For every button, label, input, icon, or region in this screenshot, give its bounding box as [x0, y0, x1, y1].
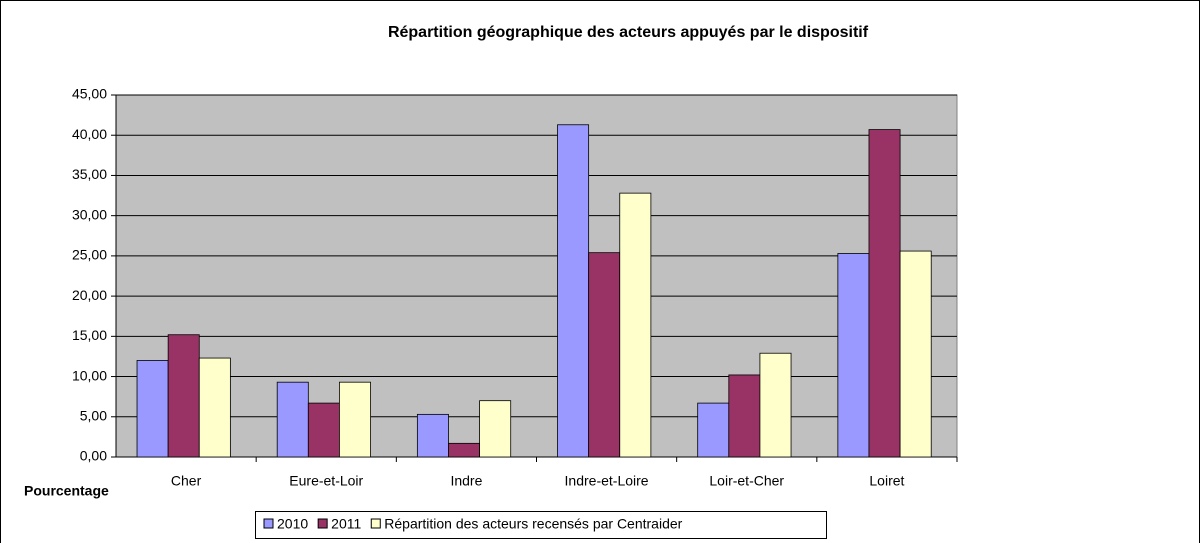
x-tick-label: Indre: [450, 473, 482, 489]
x-tick-label: Loiret: [869, 473, 904, 489]
bar: [307, 402, 340, 458]
y-tick-label: 25,00: [72, 247, 107, 263]
bar: [136, 360, 169, 458]
bar: [557, 124, 590, 458]
y-tick-label: 10,00: [72, 367, 107, 383]
x-tick-label: Loir-et-Cher: [709, 473, 784, 489]
bar: [198, 357, 231, 458]
bar: [868, 129, 901, 458]
bar: [619, 192, 652, 458]
y-tick-label: 5,00: [80, 407, 107, 423]
bar: [167, 334, 200, 458]
y-axis-label: Pourcentage: [24, 483, 109, 499]
x-tick-label: Eure-et-Loir: [289, 473, 363, 489]
y-tick-label: 20,00: [72, 287, 107, 303]
bar: [697, 402, 730, 458]
y-tick-label: 35,00: [72, 166, 107, 182]
chart-title: Répartition géographique des acteurs app…: [388, 24, 869, 41]
bar: [837, 253, 870, 458]
legend: [255, 511, 827, 539]
legend-label: 2011: [331, 516, 361, 532]
bar: [416, 413, 449, 458]
legend-swatch: [370, 518, 381, 529]
plot-area: [115, 94, 958, 458]
legend-label: Répartition des acteurs recensés par Cen…: [384, 516, 682, 532]
bar: [899, 250, 932, 458]
bar: [759, 352, 792, 458]
x-tick-label: Indre-et-Loire: [565, 473, 649, 489]
bar: [276, 381, 309, 458]
legend-label: 2010: [277, 516, 308, 532]
y-tick-label: 30,00: [72, 206, 107, 222]
y-tick-label: 40,00: [72, 126, 107, 142]
x-tick-label: Cher: [171, 473, 202, 489]
bar: [728, 374, 761, 458]
y-tick-label: 15,00: [72, 327, 107, 343]
bar: [588, 252, 621, 458]
legend-swatch: [263, 518, 274, 529]
bar: [479, 400, 512, 458]
bar: [339, 381, 371, 458]
y-tick-label: 0,00: [80, 448, 107, 464]
bar: [448, 442, 480, 458]
legend-swatch: [317, 518, 328, 529]
y-tick-label: 45,00: [72, 86, 107, 102]
